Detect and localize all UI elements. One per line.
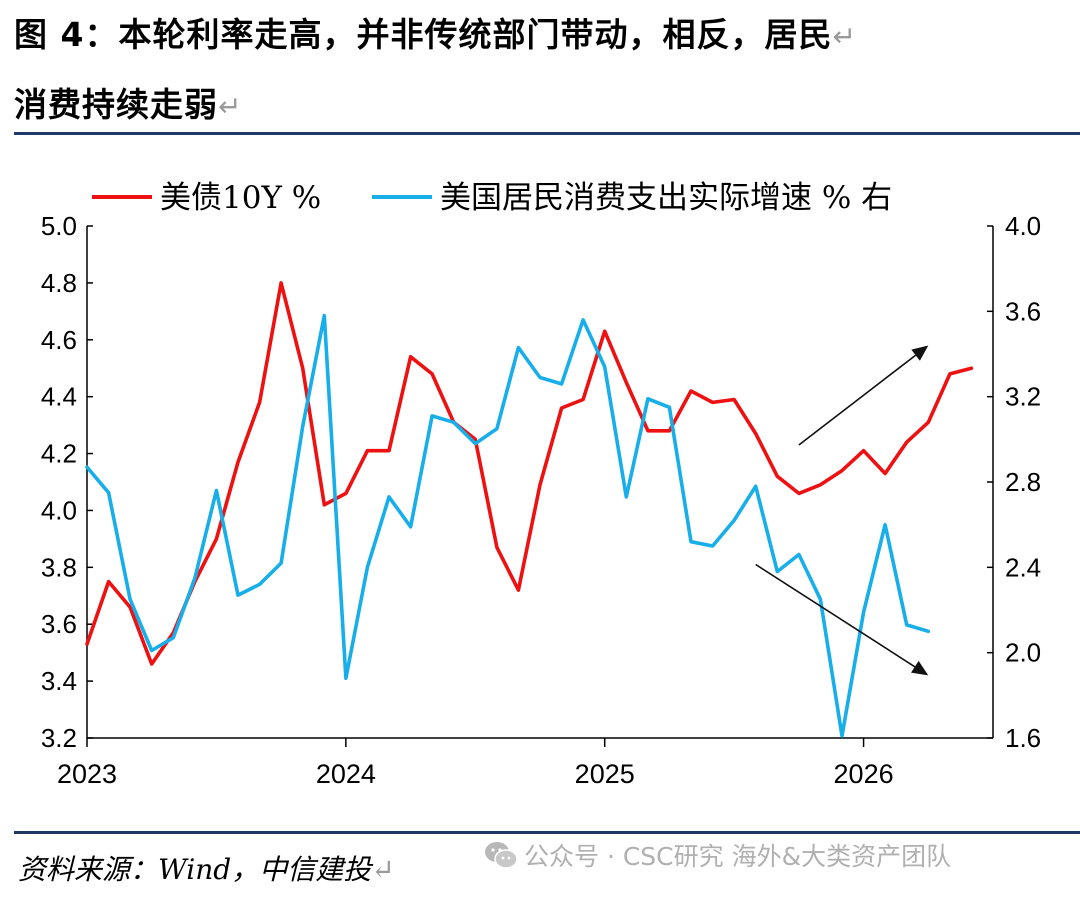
y-right-tick-label: 2.4: [1005, 552, 1041, 582]
return-mark-icon: ↵: [371, 853, 395, 886]
y-left-tick-label: 3.4: [41, 666, 77, 696]
y-left-tick-label: 3.2: [41, 723, 77, 753]
y-left-tick-label: 4.8: [41, 268, 77, 298]
series-line-2: [85, 313, 931, 738]
trend-arrow-2: [755, 563, 916, 668]
legend-label-rate: 美债10Y %: [160, 180, 321, 216]
y-right-tick-label: 4.0: [1005, 211, 1041, 241]
y-left-tick-label: 4.2: [41, 439, 77, 469]
series-layer: [85, 281, 974, 738]
y-left-tick-label: 4.6: [41, 325, 77, 355]
source-note: 资料来源：Wind，中信建投↵: [18, 848, 395, 888]
x-tick-label: 2026: [834, 759, 894, 789]
return-mark-icon: ↵: [832, 20, 857, 53]
legend-label-consumption: 美国居民消费支出实际增速 % 右: [440, 180, 892, 216]
y-right-tick-label: 1.6: [1005, 723, 1041, 753]
trend-arrow-head-2: [911, 660, 929, 676]
legend: 美债10Y % 美国居民消费支出实际增速 % 右: [92, 180, 892, 216]
y-right-tick-label: 2.8: [1005, 467, 1041, 497]
source-text: 资料来源：Wind，中信建投: [18, 853, 372, 886]
return-mark-icon: ↵: [218, 90, 243, 123]
trend-arrow-head-1: [911, 345, 929, 361]
figure-title-text-2: 消费持续走弱: [14, 85, 218, 124]
figure-title-line-1: 图 4：本轮利率走高，并非传统部门带动，相反，居民↵: [14, 8, 857, 56]
trend-arrow-1: [798, 354, 917, 446]
series-line-1: [85, 281, 974, 666]
axes: 3.2 3.4 3.6 3.8 4.0 4.2 4.4 4.6 4.8 5.0 1.6 2.0 2.4 2…: [41, 211, 1041, 789]
wechat-icon: [485, 842, 518, 869]
x-tick-label: 2023: [57, 759, 117, 789]
y-left-tick-label: 4.4: [41, 382, 77, 412]
y-right-tick-label: 2.0: [1005, 638, 1041, 668]
figure-title-line-2: 消费持续走弱↵: [14, 78, 242, 126]
watermark-text: 公众号 · CSC研究 海外&大类资产团队: [524, 842, 952, 871]
y-right-tick-label: 3.2: [1005, 382, 1041, 412]
figure-title-text-1: 图 4：本轮利率走高，并非传统部门带动，相反，居民: [14, 15, 833, 54]
top-divider: [14, 132, 1080, 135]
y-left-tick-label: 4.0: [41, 495, 77, 525]
x-tick-label: 2024: [316, 759, 376, 789]
x-tick-label: 2025: [575, 759, 635, 789]
watermark: 公众号 · CSC研究 海外&大类资产团队: [484, 837, 951, 873]
bottom-divider: [14, 831, 1080, 834]
y-right-tick-label: 3.6: [1005, 296, 1041, 326]
annotations: [755, 345, 929, 676]
y-left-tick-label: 5.0: [41, 211, 77, 241]
y-left-tick-label: 3.8: [41, 552, 77, 582]
y-left-tick-label: 3.6: [41, 609, 77, 639]
